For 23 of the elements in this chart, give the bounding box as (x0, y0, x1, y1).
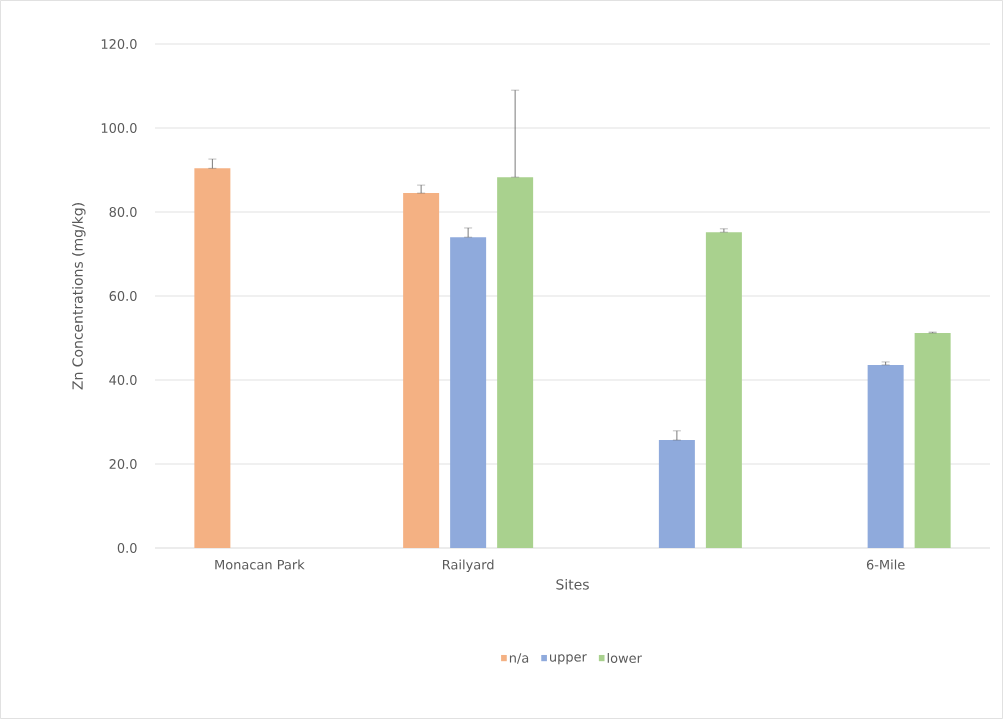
bar (497, 177, 534, 548)
legend-label: lower (607, 652, 642, 664)
bar (705, 232, 742, 548)
y-tick-label: 60.0 (109, 291, 137, 301)
x-tick-label: 6-Mile (866, 559, 905, 570)
bar (914, 332, 951, 548)
y-tick-label: 80.0 (109, 207, 137, 217)
bar (194, 168, 231, 548)
y-tick-label: 40.0 (109, 375, 137, 385)
bar (867, 364, 904, 548)
y-axis-title: Zn Concentrations (mg/kg) (72, 203, 86, 390)
y-tick-label: 100.0 (101, 123, 137, 133)
bar (658, 440, 695, 548)
x-tick-label: Railyard (443, 559, 494, 573)
x-axis-title: Sites (556, 578, 589, 590)
legend-label: upper (550, 654, 587, 665)
bar (450, 237, 487, 548)
y-tick-label: 0.0 (117, 543, 137, 553)
x-tick-label: Monacan Park (215, 559, 305, 570)
bar (403, 193, 440, 548)
y-tick-label: 20.0 (109, 459, 137, 469)
legend-label: n/a (509, 653, 529, 664)
y-tick-label: 120.0 (101, 39, 137, 49)
